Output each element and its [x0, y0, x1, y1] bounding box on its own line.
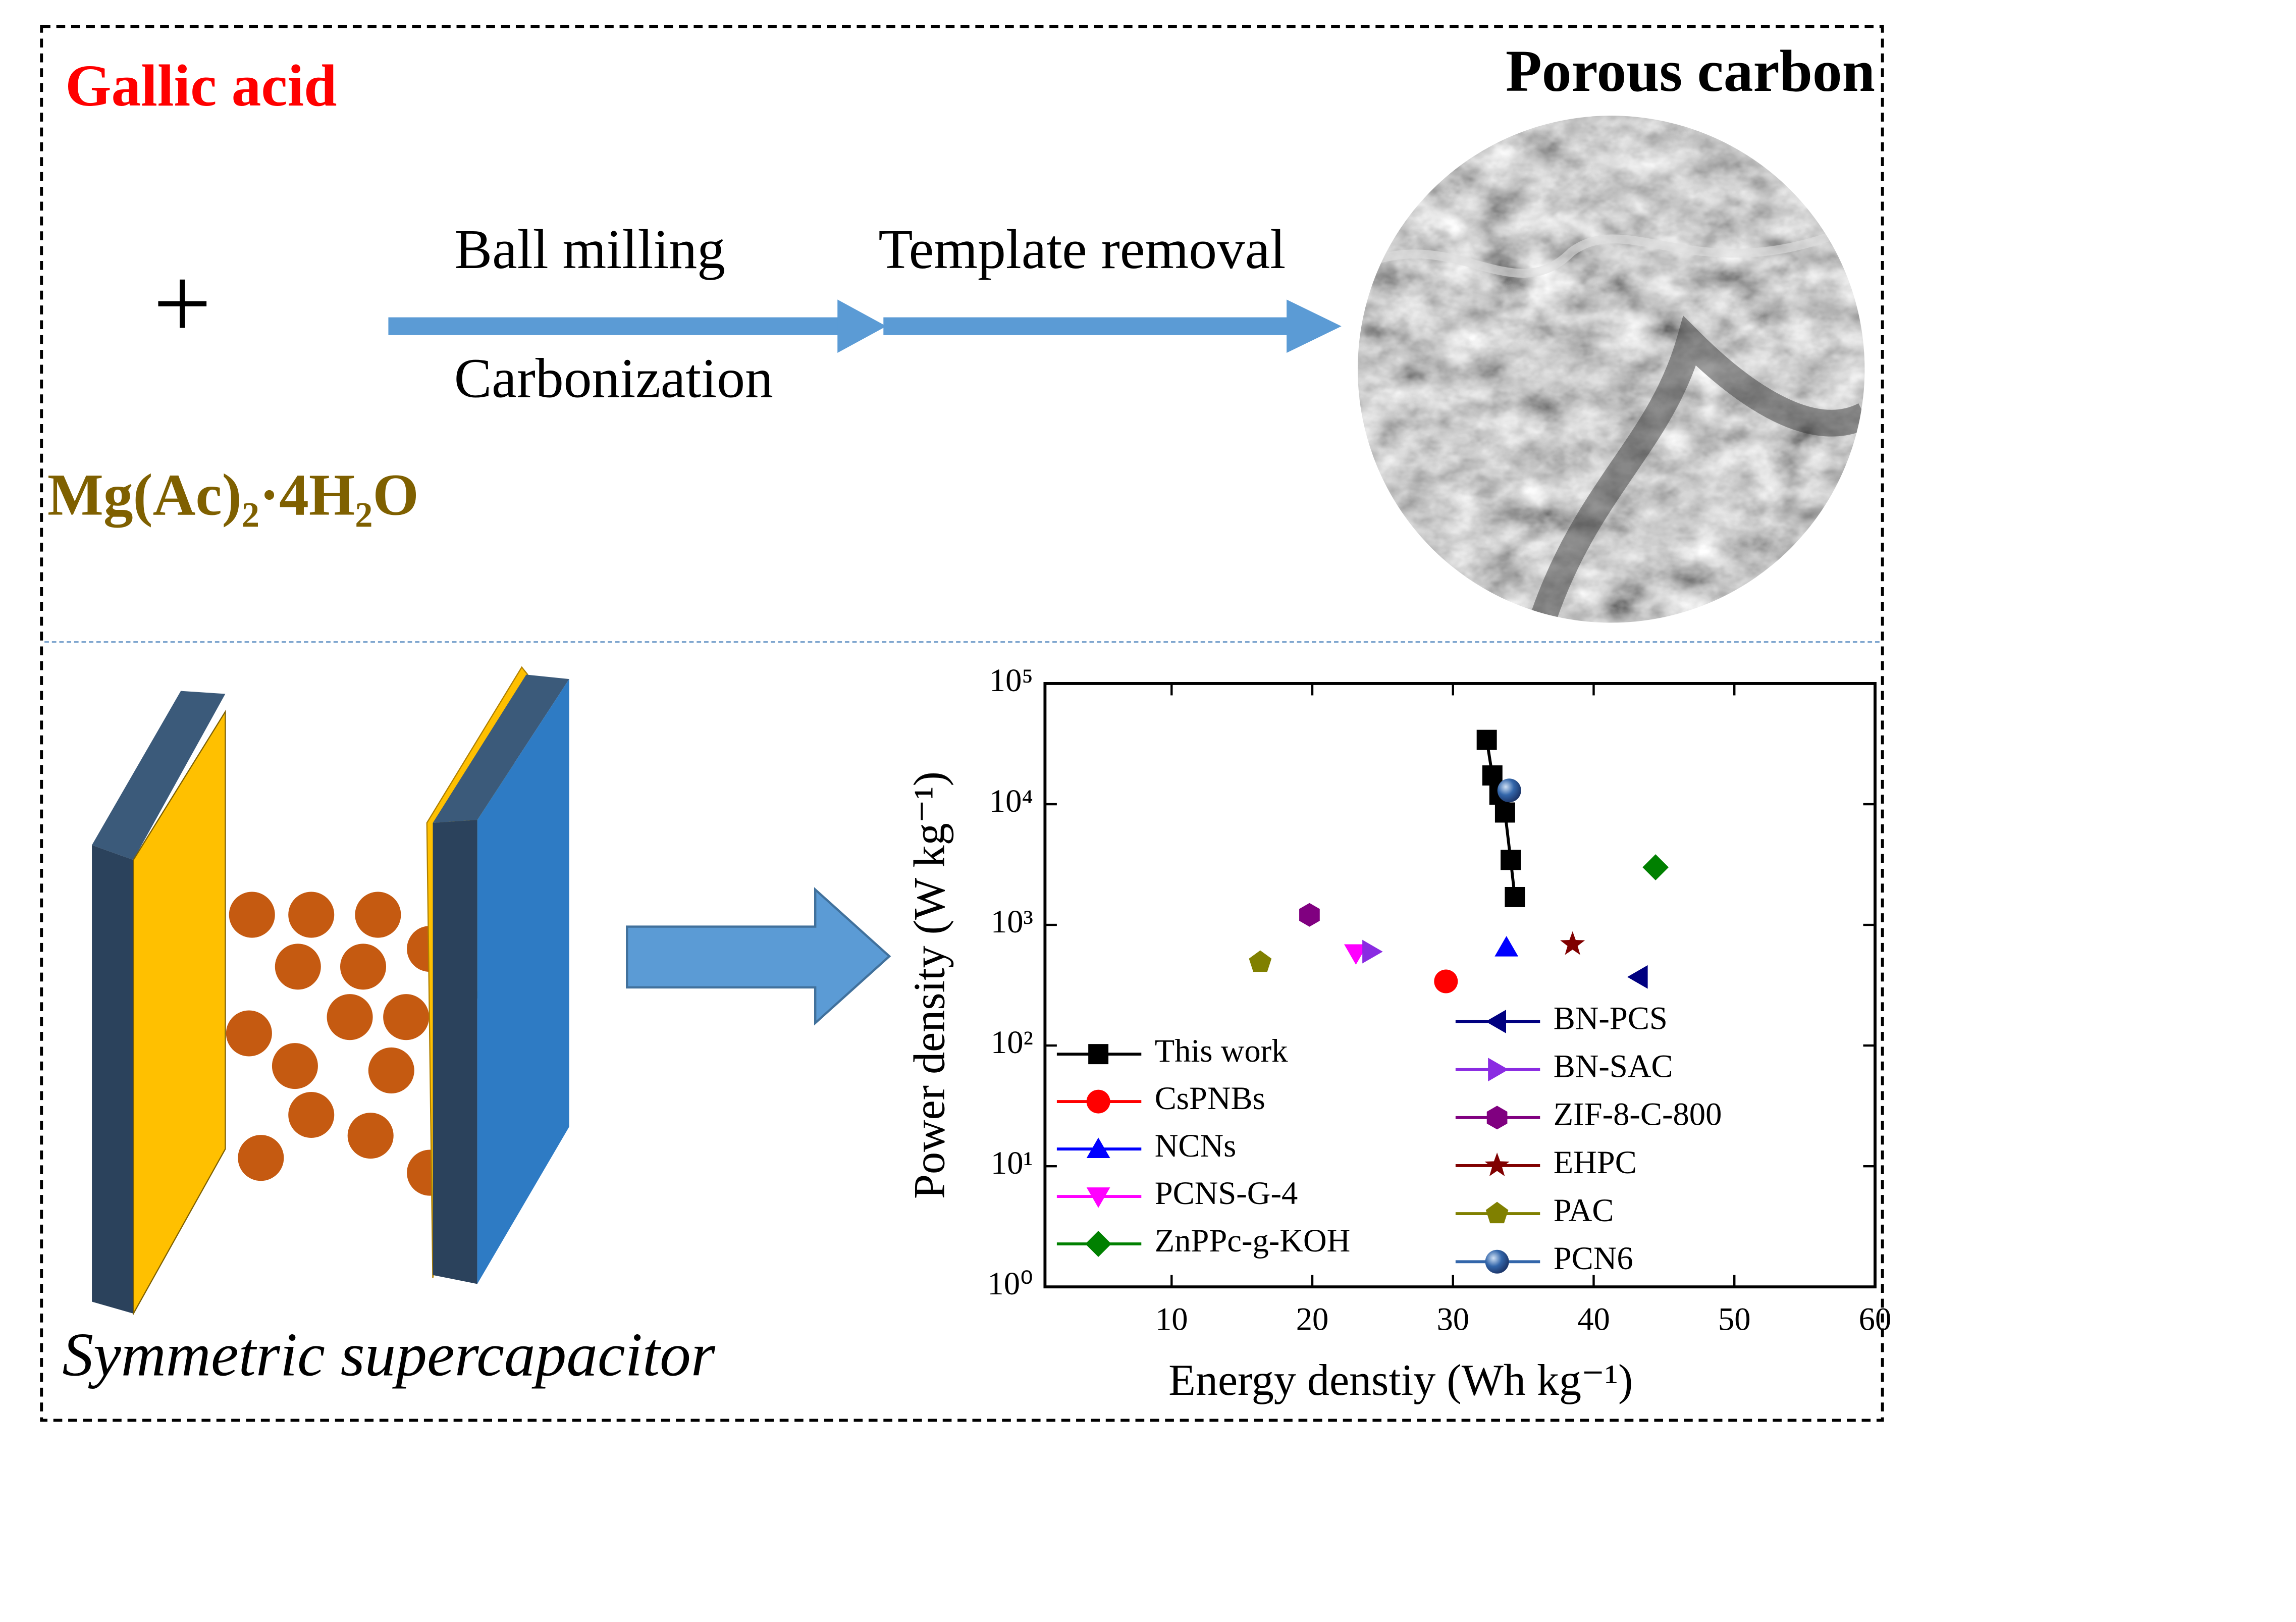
product-label: Porous carbon: [1506, 38, 1875, 104]
frame: [40, 25, 1884, 1422]
result-arrow: [626, 887, 891, 1026]
x-tick-label: 60: [1859, 1301, 1892, 1337]
legend-marker: [1484, 1153, 1510, 1176]
legend-label: BN-PCS: [1554, 1000, 1668, 1036]
sem-image: [1358, 116, 1865, 623]
legend-marker: [1485, 1010, 1507, 1033]
legend-label: EHPC: [1554, 1144, 1637, 1180]
ion: [368, 1047, 414, 1093]
step-label: Carbonization: [454, 347, 773, 409]
legend-marker: [1485, 1249, 1509, 1274]
point: [1494, 936, 1519, 957]
legend-marker: [1088, 1044, 1109, 1065]
legend-marker: [1086, 1089, 1110, 1114]
ion: [226, 1010, 272, 1057]
legend-marker: [1086, 1187, 1110, 1208]
ion: [238, 1135, 284, 1181]
ion: [327, 994, 373, 1040]
y-tick-label: 10⁰: [987, 1265, 1033, 1301]
point: [1249, 950, 1272, 972]
plot-frame: [1043, 682, 1877, 1289]
legend-label: PAC: [1554, 1192, 1614, 1228]
point: [1501, 850, 1521, 870]
ion: [383, 994, 430, 1040]
legend-marker: [1086, 1137, 1110, 1158]
point: [1476, 729, 1497, 750]
point: [1482, 765, 1503, 786]
reactant-2: Mg(Ac)₂·4H₂O: [47, 462, 419, 528]
point: [1494, 802, 1515, 823]
legend-label: This work: [1155, 1032, 1288, 1069]
point: [1627, 965, 1648, 989]
step-label: Ball milling: [455, 219, 725, 281]
ion: [288, 892, 335, 938]
plus: +: [153, 246, 211, 361]
ion: [275, 944, 321, 990]
point: [1505, 886, 1525, 907]
y-tick-label: 10²: [991, 1024, 1033, 1060]
ion: [288, 1092, 335, 1138]
y-tick-label: 10³: [991, 903, 1033, 939]
point: [1560, 931, 1585, 955]
legend-label: PCNS-G-4: [1155, 1175, 1298, 1211]
legend-label: BN-SAC: [1554, 1048, 1673, 1084]
reactant-1: Gallic acid: [65, 53, 337, 119]
chart: 10 20 30 40 50 60 10⁰ 10¹ 10² 10³ 10⁴ 10⁵ Energy den…: [904, 662, 1891, 1405]
point: [1434, 969, 1458, 993]
y-tick-label: 10⁵: [989, 662, 1033, 698]
x-axis-label: Energy denstiy (Wh kg⁻¹): [1168, 1355, 1633, 1405]
x-tick-label: 20: [1296, 1301, 1329, 1337]
ion: [229, 892, 275, 938]
legend-label: PCN6: [1554, 1240, 1633, 1276]
supercapacitor: [92, 666, 569, 1316]
point: [1497, 778, 1521, 803]
ion: [347, 1113, 394, 1159]
legend-marker: [1488, 1058, 1509, 1082]
y-tick-label: 10¹: [991, 1144, 1033, 1181]
point: [1344, 944, 1368, 965]
point: [1642, 854, 1669, 880]
legend-label: ZnPPc-g-KOH: [1155, 1222, 1351, 1259]
y-tick-label: 10⁴: [989, 782, 1033, 819]
point: [1299, 903, 1320, 927]
ion: [355, 892, 401, 938]
x-tick-label: 10: [1155, 1301, 1188, 1337]
point: [1362, 939, 1383, 964]
process-arrows: [388, 299, 1342, 353]
legend-marker: [1486, 1106, 1508, 1130]
ion: [272, 1043, 318, 1089]
x-tick-label: 50: [1718, 1301, 1751, 1337]
x-tick-label: 30: [1436, 1301, 1469, 1337]
legend-label: ZIF-8-C-800: [1554, 1096, 1722, 1132]
device-label: Symmetric supercapacitor: [62, 1320, 716, 1389]
legend-marker: [1485, 1201, 1509, 1224]
x-tick-label: 40: [1577, 1301, 1610, 1337]
y-axis-label: Power density (W kg⁻¹): [904, 771, 954, 1199]
legend-label: CsPNBs: [1155, 1080, 1265, 1116]
legend-label: NCNs: [1155, 1127, 1237, 1164]
ion: [340, 944, 387, 990]
step-label: Template removal: [878, 219, 1286, 281]
legend-marker: [1085, 1231, 1111, 1257]
